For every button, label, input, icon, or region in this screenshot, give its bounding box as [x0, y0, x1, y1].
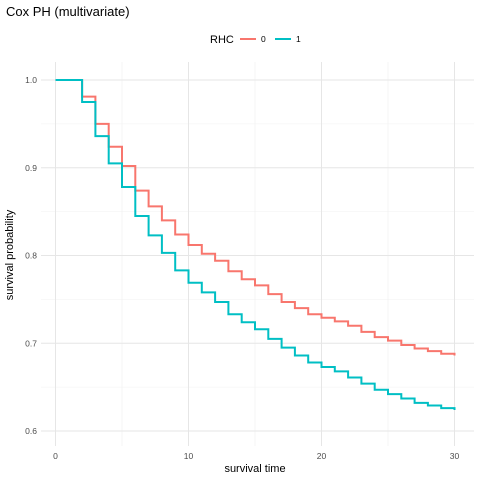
- series-lines: [55, 79, 456, 410]
- x-tick-label: 0: [53, 451, 58, 461]
- y-axis-title: survival probability: [4, 209, 16, 300]
- y-tick-label: 0.8: [25, 251, 37, 261]
- x-tick-label: 20: [317, 451, 327, 461]
- y-tick-label: 0.7: [25, 338, 37, 348]
- legend: RHC 0 1: [210, 34, 301, 46]
- x-axis-title: survival time: [224, 463, 285, 475]
- x-axis-ticks: 0 10 20 30: [53, 451, 459, 461]
- legend-label-0: 0: [261, 34, 266, 44]
- legend-title: RHC: [210, 34, 234, 46]
- y-tick-label: 0.6: [25, 426, 37, 436]
- y-tick-label: 0.9: [25, 163, 37, 173]
- series-line-1: [55, 79, 456, 410]
- plot-area: 0 10 20 30 0.6 0.7 0.8 0.9 1.0: [25, 62, 474, 461]
- grid: [41, 62, 474, 446]
- y-tick-label: 1.0: [25, 75, 37, 85]
- y-axis-ticks: 0.6 0.7 0.8 0.9 1.0: [25, 75, 37, 436]
- chart-title: Cox PH (multivariate): [6, 4, 130, 19]
- x-tick-label: 10: [184, 451, 194, 461]
- series-line-0: [55, 79, 456, 356]
- legend-label-1: 1: [296, 34, 301, 44]
- x-tick-label: 30: [450, 451, 460, 461]
